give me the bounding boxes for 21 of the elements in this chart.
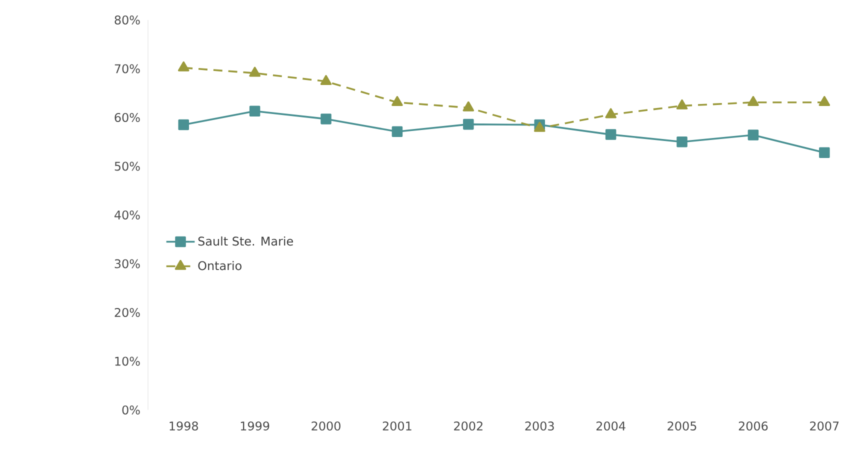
y-tick-label: 50%: [114, 162, 140, 171]
y-tick-label: 60%: [114, 112, 140, 122]
y-tick-label: 80%: [114, 15, 140, 25]
y-tick-label: 0%: [122, 405, 140, 415]
x-tick-label: 1999: [240, 421, 270, 431]
x-tick-label: 2003: [525, 421, 554, 431]
x-tick-label: 2002: [454, 421, 482, 431]
x-tick-label: 2004: [596, 421, 626, 431]
y-tick-label: 30%: [114, 259, 140, 268]
legend-label: Ontario: [198, 260, 242, 270]
legend-label: Sault Ste. Marie: [198, 236, 293, 246]
x-tick-label: 2000: [312, 421, 340, 431]
x-tick-label: 2005: [668, 421, 696, 431]
x-tick-label: 2001: [382, 421, 412, 431]
x-tick-label: 1998: [170, 421, 198, 431]
y-tick-label: 20%: [114, 308, 140, 318]
x-tick-label: 2006: [738, 421, 768, 431]
y-tick-label: 40%: [114, 210, 140, 220]
y-tick-label: 70%: [114, 64, 140, 74]
y-tick-label: 10%: [115, 356, 140, 366]
x-tick-label: 2007: [810, 421, 839, 431]
